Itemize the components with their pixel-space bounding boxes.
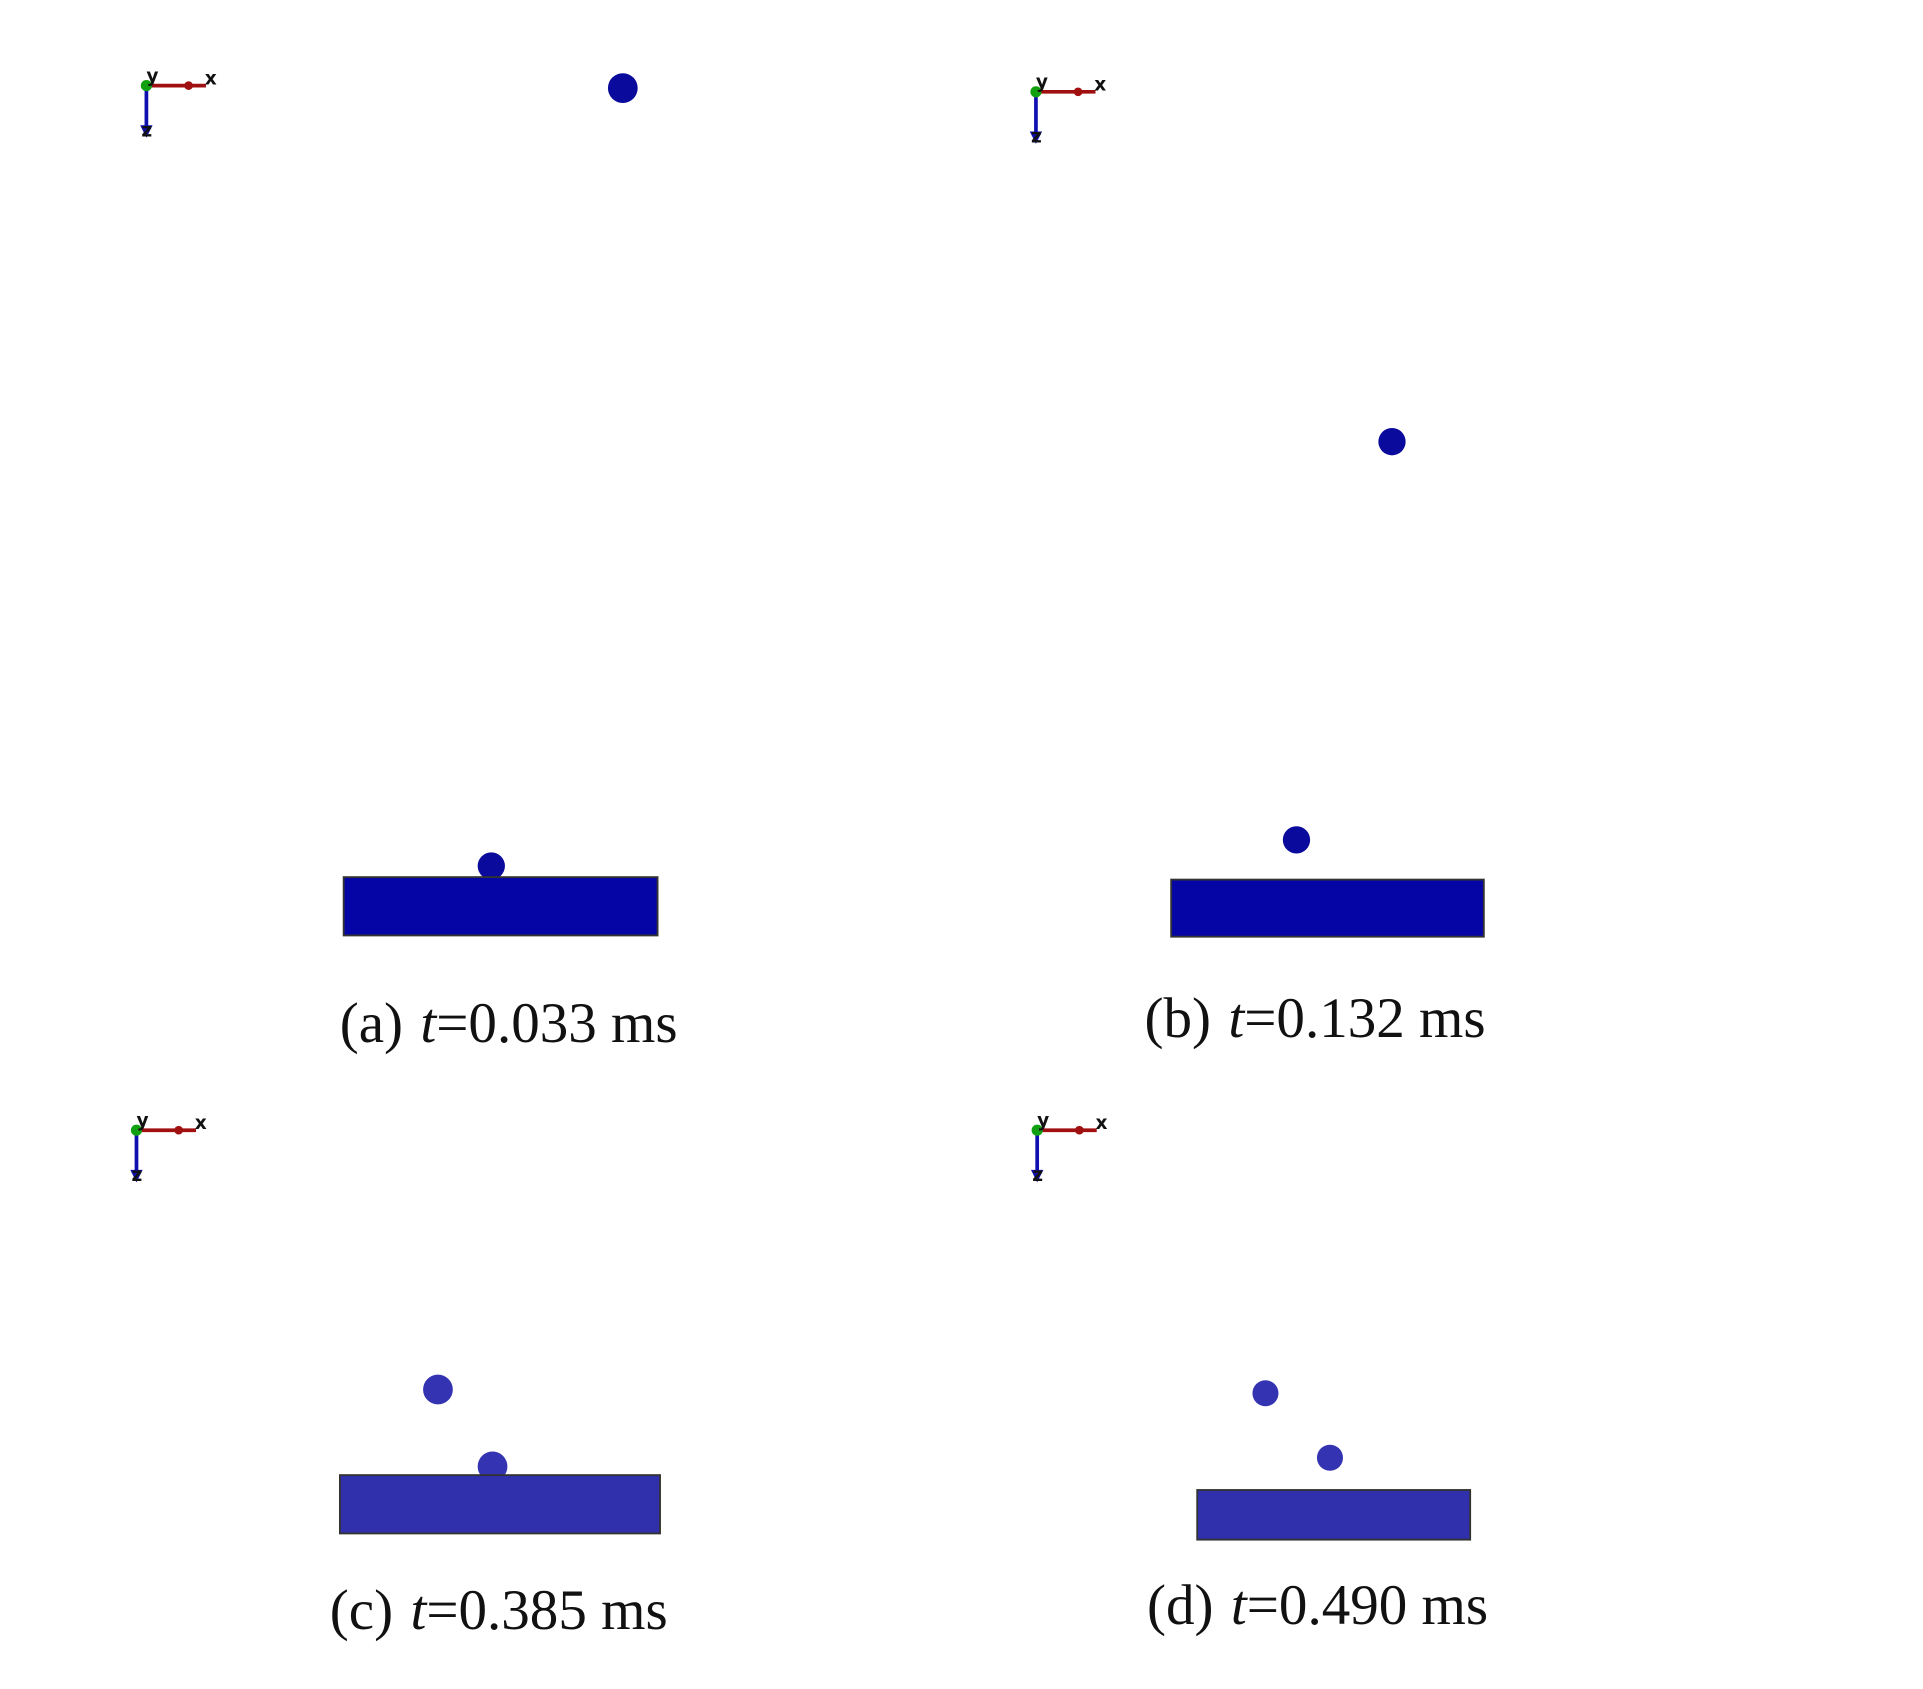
droplet [477,1451,508,1482]
caption: (b) t=0.132 ms [1145,987,1486,1050]
axis-label-x: x [195,1113,207,1134]
axis-label-x: x [205,68,217,89]
caption-variable: t [420,992,437,1055]
panel-b: y x z (b) t=0.132 ms [1027,72,1486,1050]
droplet [477,852,505,880]
axis-label-z: z [1031,127,1042,148]
axis-label-y: y [1037,1110,1049,1131]
plate [339,1474,661,1535]
axis-label-z: z [132,1165,143,1186]
droplet [1252,1380,1279,1407]
axis-label-z: z [1032,1165,1043,1186]
caption-label: (d) [1147,1574,1214,1637]
axis-label-y: y [146,66,158,87]
caption-value: =0.033 ms [436,992,677,1055]
caption-variable: t [410,1579,427,1642]
caption-value: =0.132 ms [1244,987,1485,1050]
caption-label: (c) [330,1579,393,1642]
axis-label-z: z [141,120,152,141]
caption-variable: t [1231,1574,1248,1637]
droplet [1282,826,1311,854]
droplet [607,73,638,103]
caption: (a) t=0.033 ms [340,992,678,1055]
axis-label-y: y [1036,72,1048,93]
droplet [1378,428,1406,456]
panel-d: y x z (d) t=0.490 ms [1029,1110,1488,1637]
caption-label: (a) [340,992,403,1055]
caption-variable: t [1228,987,1245,1050]
caption: (c) t=0.385 ms [330,1579,668,1642]
caption-value: =0.490 ms [1247,1574,1488,1637]
plate [1170,878,1485,938]
caption-value: =0.385 ms [426,1579,667,1642]
plate [1196,1489,1472,1541]
droplet [1316,1444,1343,1471]
axis-label-x: x [1094,75,1106,96]
caption: (d) t=0.490 ms [1147,1574,1488,1637]
plate [342,876,659,937]
axis-label-y: y [136,1110,148,1131]
panel-a: y x z (a) t=0.033 ms [138,66,678,1055]
droplet [423,1374,453,1405]
axis-label-x: x [1095,1113,1107,1134]
panel-c: y x z (c) t=0.385 ms [128,1110,668,1642]
caption-label: (b) [1145,987,1212,1050]
